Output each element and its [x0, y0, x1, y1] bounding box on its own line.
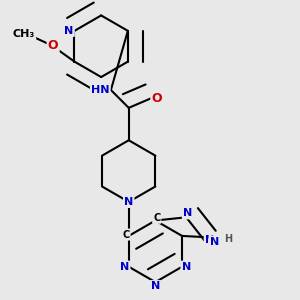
Text: N: N	[120, 262, 129, 272]
Text: N: N	[151, 281, 160, 291]
Text: N: N	[205, 235, 214, 245]
Text: N: N	[182, 262, 191, 272]
Text: O: O	[48, 39, 58, 52]
Text: H: H	[224, 234, 232, 244]
Text: HN: HN	[91, 85, 110, 95]
Text: N: N	[183, 208, 192, 218]
Text: CH₃: CH₃	[13, 29, 35, 39]
Text: C: C	[122, 230, 130, 240]
Text: N: N	[124, 197, 134, 207]
Text: N: N	[210, 237, 219, 247]
Text: O: O	[152, 92, 162, 105]
Text: N: N	[64, 26, 74, 36]
Text: C: C	[153, 213, 160, 223]
